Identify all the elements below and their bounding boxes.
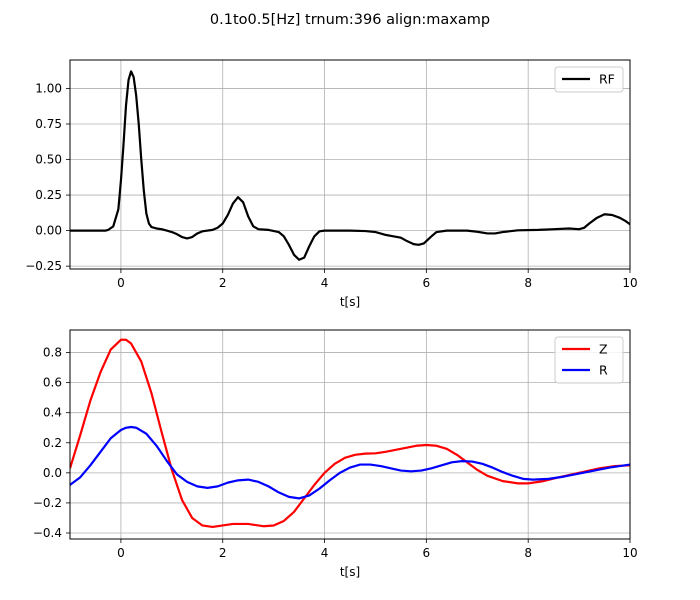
zr-ytick-label: 0.0	[43, 466, 62, 480]
zr-ytick-label: 0.8	[43, 346, 62, 360]
zr-ytick-label: 0.4	[43, 406, 62, 420]
legend-r-label: R	[599, 363, 608, 378]
zr-legend: ZR	[554, 336, 624, 384]
zr-ytick-label: 0.2	[43, 436, 62, 450]
rf-xtick-label: 6	[423, 276, 431, 290]
series-rf-line	[70, 70, 630, 261]
rf-xlabel: t[s]	[340, 295, 360, 309]
zr-xtick-label: 2	[219, 546, 227, 560]
rf-ytick-label: 0.50	[35, 153, 62, 167]
zr-axes-frame	[69, 329, 631, 540]
rf-xtick-label: 4	[321, 276, 329, 290]
rf-grid	[70, 60, 631, 269]
rf-xtick-label: 0	[117, 276, 125, 290]
rf-ytick-label: −0.25	[25, 259, 62, 273]
zr-xtick-label: 10	[622, 546, 637, 560]
rf-ytick-label: 1.00	[35, 81, 62, 95]
rf-xtick-label: 8	[524, 276, 532, 290]
rf-panel: 0 2 4 6 8 10 −0.25 0.00 0.25 0.50 0.75 1.00 t[s] RF	[25, 59, 638, 309]
rf-legend: RF	[554, 66, 624, 93]
rf-ytick-label: 0.25	[35, 188, 62, 202]
zr-legend-box	[554, 336, 624, 384]
zr-xlabel: t[s]	[340, 565, 360, 579]
zr-ticks: 0 2 4 6 8 10 −0.4 −0.2 0.0 0.2 0.4 0.6 0.8	[33, 346, 638, 560]
zr-xtick-label: 4	[321, 546, 329, 560]
zr-ytick-label: −0.4	[33, 526, 62, 540]
zr-series-layer	[70, 338, 630, 529]
zr-panel: 0 2 4 6 8 10 −0.4 −0.2 0.0 0.2 0.4 0.6 0.8 t[s] ZR	[33, 329, 638, 579]
series-z-line	[70, 338, 630, 529]
zr-xtick-label: 6	[423, 546, 431, 560]
rf-series-layer	[70, 70, 630, 261]
legend-rf-label: RF	[599, 72, 615, 87]
rf-xtick-label: 10	[622, 276, 637, 290]
zr-xtick-label: 8	[524, 546, 532, 560]
rf-axes-frame	[69, 59, 631, 270]
rf-ytick-label: 0.75	[35, 117, 62, 131]
rf-ticks: 0 2 4 6 8 10 −0.25 0.00 0.25 0.50 0.75 1.00	[25, 81, 637, 290]
rf-xtick-label: 2	[219, 276, 227, 290]
figure-suptitle: 0.1to0.5[Hz] trnum:396 align:maxamp	[210, 12, 490, 28]
series-r-line	[70, 425, 630, 500]
rf-ytick-label: 0.00	[35, 224, 62, 238]
zr-ytick-label: −0.2	[33, 496, 62, 510]
zr-ytick-label: 0.6	[43, 376, 62, 390]
zr-grid	[70, 330, 631, 539]
zr-xtick-label: 0	[117, 546, 125, 560]
legend-z-label: Z	[599, 342, 608, 357]
